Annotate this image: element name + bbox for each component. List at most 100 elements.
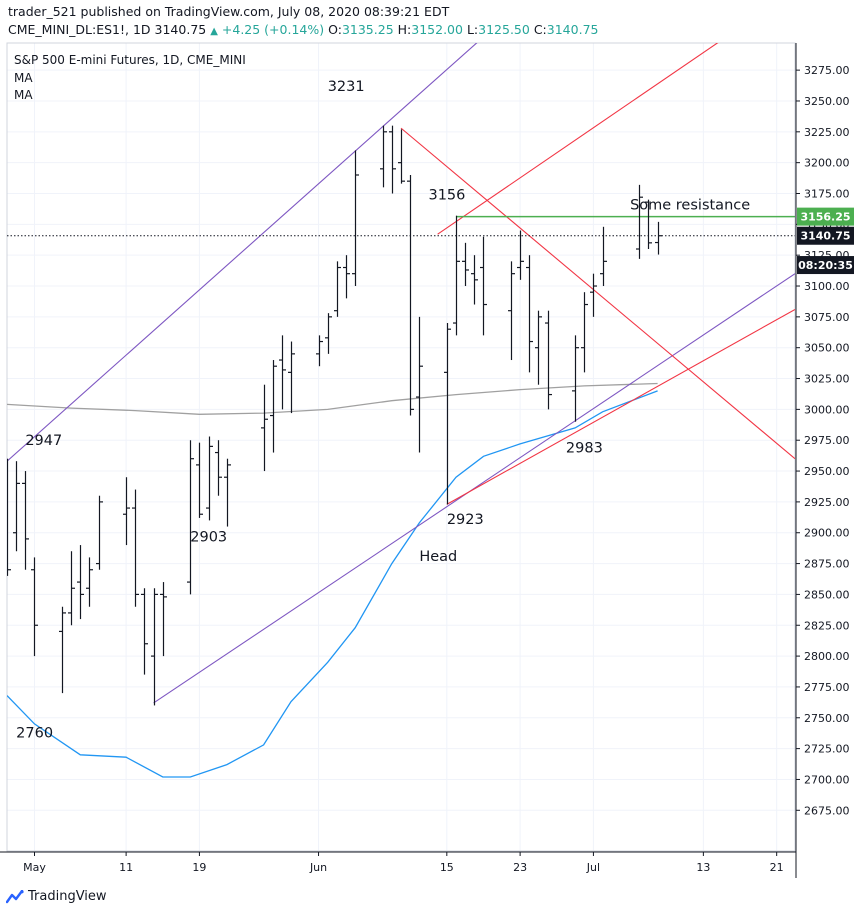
x-tick-label: May [23,861,46,874]
ohlc-bar [444,323,451,505]
ohlc-bar [187,440,194,595]
ohlc-bar [141,588,148,675]
ohlc-bar [224,458,231,527]
ohlc-bar [288,341,295,414]
y-tick-label: 3100.00 [804,280,850,293]
ohlc-bar [590,273,597,317]
ohlc-bar [480,236,487,336]
y-tick-label: 3075.00 [804,311,850,324]
low-value: 3125.50 [478,22,530,37]
y-tick-label: 2875.00 [804,558,850,571]
trend-line-red-upper [437,43,719,235]
price-change: +4.25 (+0.14%) [221,22,325,37]
symbol-label[interactable]: CME_MINI_DL:ES1!, 1D [8,22,151,37]
y-tick-label: 2975.00 [804,434,850,447]
ohlc-bar [655,221,662,255]
x-tick-label: 19 [192,861,206,874]
tradingview-logo[interactable]: TradingView [6,889,107,904]
open-label: O: [328,22,342,37]
ohlc-bar [206,436,213,521]
y-tick-label: 3175.00 [804,187,850,200]
ohlc-bars [7,125,662,706]
trend-line-red-down [400,127,795,460]
y-tick-label: 2750.00 [804,712,850,725]
ohlc-bar [416,316,423,453]
trend-line-red-lower [446,308,795,505]
y-tick-label: 3025.00 [804,373,850,386]
y-tick-label: 2800.00 [804,650,850,663]
x-tick-label: 11 [119,861,133,874]
price-label-box [797,226,854,245]
high-value: 3152.00 [411,22,463,37]
ohlc-bar [215,440,222,496]
ohlc-bar [13,461,20,552]
ohlc-bar [270,360,277,453]
y-tick-label: 2675.00 [804,804,850,817]
ohlc-bar [471,255,478,305]
legend-ma-1: MA [14,71,33,85]
ohlc-bar [645,199,652,250]
y-tick-label: 3050.00 [804,342,850,355]
ohlc-bar [22,471,29,570]
ohlc-bar [517,230,524,280]
ohlc-bar [398,129,405,184]
ma-blue-line [7,390,658,778]
ohlc-bar [600,226,607,287]
y-tick-label: 3275.00 [804,64,850,77]
y-tick-label: 3225.00 [804,126,850,139]
up-triangle-icon: ▲ [210,26,218,37]
ohlc-bar [196,442,203,518]
ohlc-bar [535,310,542,385]
annotation-label: 3231 [328,79,365,95]
ohlc-bar [581,292,588,373]
y-tick-label: 3000.00 [804,403,850,416]
annotation-label: 2947 [25,433,62,449]
ohlc-bar [389,125,396,194]
price-label-box [797,256,854,275]
annotation-label: 3156 [428,188,465,204]
legend-ma-2: MA [14,88,33,102]
ohlc-bar [86,557,93,607]
annotation-label: Head [419,549,457,565]
ohlc-bar [31,557,38,657]
plot-frame [6,42,796,852]
ohlc-bar [96,495,103,570]
y-tick-label: 3200.00 [804,157,850,170]
ohlc-bar [636,184,643,259]
ohlc-bar [7,458,11,576]
price-label-box [797,207,854,226]
high-label: H: [397,22,412,37]
ohlc-bar [526,255,533,373]
ohlc-bar [261,384,268,472]
y-tick-label: 2950.00 [804,465,850,478]
close-value: 3140.75 [546,22,599,37]
x-tick-label: 13 [696,861,710,874]
plot-area [7,43,795,778]
tradingview-logo-icon [6,889,24,903]
annotation-label: Some resistance [630,198,750,214]
symbol-quote-line: CME_MINI_DL:ES1!, 1D 3140.75 ▲ +4.25 (+0… [8,21,598,41]
low-label: L: [466,22,479,37]
annotation-label: 2983 [566,441,603,457]
x-tick-label: 15 [440,861,454,874]
ohlc-bar [151,588,158,706]
ohlc-bar [352,150,359,287]
y-tick-label: 2925.00 [804,496,850,509]
ohlc-bar [462,242,469,287]
ohlc-bar [343,255,350,299]
y-tick-label: 2900.00 [804,527,850,540]
annotation-label: 2760 [16,726,53,742]
chart-title: S&P 500 E-mini Futures, 1D, CME_MINI [14,53,246,67]
annotation-label: 2903 [190,529,227,545]
x-tick-label: 21 [770,861,784,874]
y-tick-label: 2775.00 [804,681,850,694]
x-tick-label: Jun [309,861,327,874]
price-label-text: 3156.25 [800,211,850,224]
y-tick-label: 2700.00 [804,773,850,786]
ohlc-bar [453,215,460,336]
y-tick-label: 2725.00 [804,743,850,756]
x-tick-label: Jul [586,861,600,874]
price-label-text: 08:20:35 [798,259,853,272]
tradingview-logo-text: TradingView [28,889,107,904]
